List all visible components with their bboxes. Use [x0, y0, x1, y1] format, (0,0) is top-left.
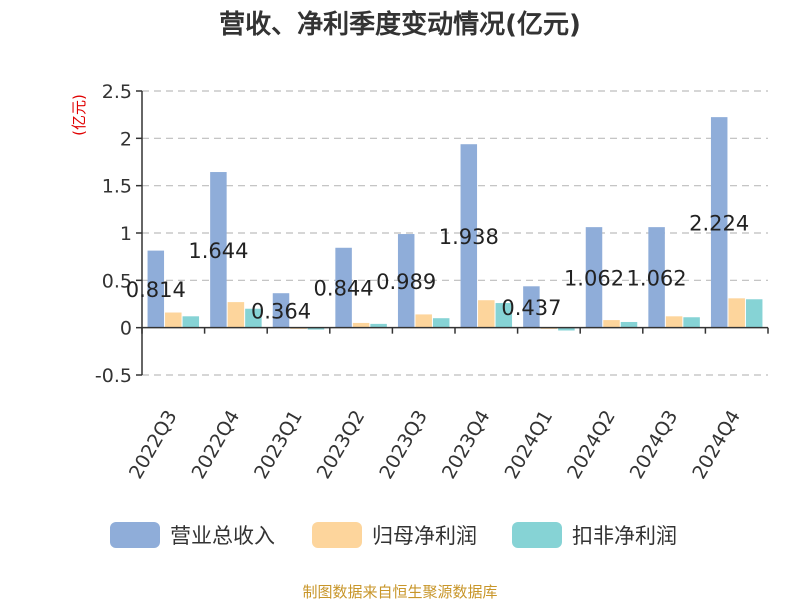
data-label: 1.644 — [188, 239, 248, 263]
data-label: 2.224 — [689, 211, 749, 235]
y-tick-label: 0 — [120, 318, 132, 340]
data-label: 1.062 — [627, 266, 687, 290]
legend-swatch — [312, 522, 362, 548]
legend-swatch — [512, 522, 562, 548]
bars-layer — [147, 117, 763, 331]
x-tick-label: 2022Q3 — [125, 407, 182, 483]
bar-deducted-profit — [245, 308, 262, 328]
data-label: 0.844 — [314, 277, 374, 301]
bar-deducted-profit — [683, 317, 700, 328]
bar-deducted-profit — [558, 327, 575, 331]
x-tick-label: 2024Q4 — [688, 407, 745, 483]
data-label: 0.364 — [251, 299, 311, 323]
bar-net-profit — [728, 298, 745, 328]
bar-revenue — [335, 247, 352, 328]
bar-deducted-profit — [495, 303, 513, 328]
bar-revenue — [147, 250, 165, 328]
bar-revenue — [585, 227, 603, 328]
bar-revenue — [210, 172, 227, 328]
y-tick-label: 2.5 — [102, 81, 132, 103]
y-tick-label: 0.5 — [102, 270, 132, 292]
x-tick-label: 2024Q3 — [626, 407, 683, 483]
y-tick-label: 2 — [120, 128, 132, 150]
bar-deducted-profit — [182, 316, 200, 328]
bar-revenue — [523, 286, 540, 328]
y-tick-label: 1.5 — [102, 176, 132, 198]
chart-title: 营收、净利季度变动情况(亿元) — [219, 9, 581, 40]
bar-net-profit — [165, 312, 182, 328]
x-tick-label: 2023Q1 — [250, 407, 307, 483]
legend-label: 营业总收入 — [170, 524, 275, 548]
y-tick-label: 1 — [120, 223, 132, 245]
bar-net-profit — [227, 302, 245, 328]
legend-swatch — [110, 522, 160, 548]
bar-net-profit — [478, 300, 495, 328]
x-tick-label: 2024Q2 — [563, 407, 620, 483]
legend: 营业总收入 归母净利润 扣非净利润 — [110, 522, 677, 548]
bar-net-profit — [603, 320, 620, 328]
x-tick-label: 2022Q4 — [187, 407, 244, 483]
data-label: 1.938 — [439, 225, 499, 249]
bar-revenue — [710, 117, 728, 328]
y-tick-label: -0.5 — [95, 365, 132, 387]
x-tick-label: 2023Q3 — [375, 407, 432, 483]
x-tick-label: 2023Q2 — [313, 407, 370, 483]
bar-net-profit — [415, 314, 432, 328]
source-note: 制图数据来自恒生聚源数据库 — [302, 583, 497, 600]
bar-deducted-profit — [307, 327, 325, 330]
y-axis-label: (亿元) — [70, 94, 88, 136]
bar-revenue — [272, 293, 290, 328]
x-tick-label: 2024Q1 — [500, 407, 557, 483]
legend-label: 扣非净利润 — [572, 524, 677, 548]
bar-deducted-profit — [432, 318, 450, 328]
bar-net-profit — [665, 316, 683, 328]
bar-deducted-profit — [620, 321, 638, 328]
x-tick-label: 2023Q4 — [438, 407, 495, 483]
legend-label: 归母净利润 — [372, 524, 477, 548]
bar-deducted-profit — [370, 323, 387, 328]
data-label: 0.814 — [126, 278, 186, 302]
bar-net-profit — [352, 322, 370, 328]
data-label: 1.062 — [564, 266, 624, 290]
data-label: 0.989 — [376, 270, 436, 294]
bar-revenue — [460, 144, 478, 328]
bar-revenue — [648, 227, 665, 328]
bar-revenue — [397, 234, 415, 328]
data-label: 0.437 — [501, 296, 561, 320]
bar-deducted-profit — [745, 299, 763, 328]
